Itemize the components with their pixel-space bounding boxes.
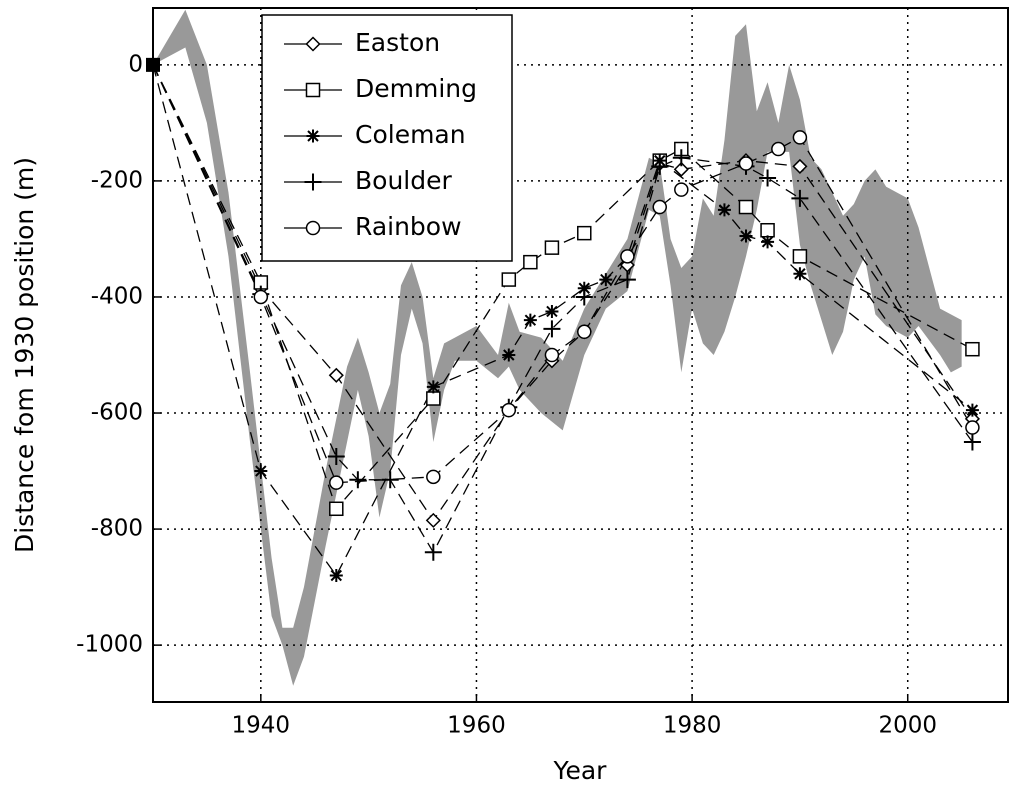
marker — [738, 199, 754, 215]
y-tick-label: 0 — [128, 51, 143, 77]
marker — [575, 288, 593, 306]
marker — [501, 402, 517, 418]
series-line — [152, 64, 973, 577]
marker — [254, 464, 268, 478]
marker — [305, 82, 321, 98]
marker — [759, 169, 777, 187]
legend-label: Rainbow — [355, 212, 462, 241]
x-tick-label: 1940 — [232, 713, 291, 739]
marker — [577, 324, 592, 340]
marker — [577, 281, 591, 295]
marker — [426, 469, 441, 485]
marker — [523, 254, 538, 270]
y-tick-label: -400 — [91, 283, 143, 309]
y-tick-label: -600 — [91, 400, 143, 426]
y-tick-label: -1000 — [76, 632, 143, 658]
marker — [329, 569, 343, 583]
marker — [965, 403, 979, 417]
marker — [502, 348, 516, 362]
marker — [738, 156, 754, 171]
marker — [652, 199, 667, 215]
marker — [761, 235, 775, 249]
marker — [674, 182, 689, 197]
marker — [381, 471, 399, 489]
marker — [793, 267, 807, 281]
marker — [306, 129, 320, 143]
x-tick-label: 1960 — [447, 713, 506, 739]
marker — [304, 173, 322, 191]
marker — [739, 229, 753, 243]
marker — [544, 347, 560, 363]
marker — [620, 249, 635, 264]
marker — [329, 475, 344, 490]
marker — [965, 420, 980, 435]
start-marker — [146, 57, 160, 72]
legend-label: Demming — [355, 74, 477, 103]
marker — [771, 141, 786, 157]
y-axis-label: Distance fom 1930 position (m) — [10, 157, 39, 553]
marker — [425, 512, 441, 528]
marker — [965, 341, 980, 357]
legend-label: Boulder — [355, 166, 452, 195]
marker — [792, 249, 808, 264]
legend: Easton Demming Coleman Boulder Rainbow — [261, 14, 513, 262]
marker — [760, 222, 775, 238]
y-tick-label: -800 — [91, 516, 143, 542]
series-line — [152, 64, 973, 511]
marker — [618, 271, 636, 289]
marker — [523, 313, 537, 327]
marker — [328, 367, 344, 383]
marker — [672, 149, 690, 167]
marker — [577, 225, 592, 241]
legend-label: Coleman — [355, 120, 466, 149]
marker — [545, 304, 559, 318]
legend-box — [261, 14, 513, 262]
x-tick-label: 1980 — [663, 713, 722, 739]
marker — [673, 161, 689, 177]
series-line — [152, 64, 973, 554]
marker — [349, 471, 367, 489]
marker — [329, 501, 344, 517]
plot-frame — [152, 7, 1009, 703]
marker — [424, 543, 442, 561]
x-tick-label: 2000 — [878, 713, 937, 739]
marker — [305, 220, 321, 236]
marker — [792, 158, 808, 174]
marker — [717, 203, 731, 217]
marker — [544, 240, 560, 255]
marker — [501, 272, 517, 287]
marker — [305, 36, 321, 52]
marker — [963, 433, 981, 451]
marker — [599, 273, 613, 287]
marker — [543, 320, 561, 338]
y-tick-label: -200 — [91, 167, 143, 193]
x-axis-label: Year — [553, 756, 608, 785]
marker — [426, 380, 440, 394]
marker — [651, 157, 669, 175]
marker — [327, 448, 345, 466]
marker — [791, 189, 809, 207]
marker — [426, 391, 441, 406]
marker — [792, 130, 808, 145]
legend-label: Easton — [355, 28, 440, 57]
marker — [253, 289, 269, 305]
